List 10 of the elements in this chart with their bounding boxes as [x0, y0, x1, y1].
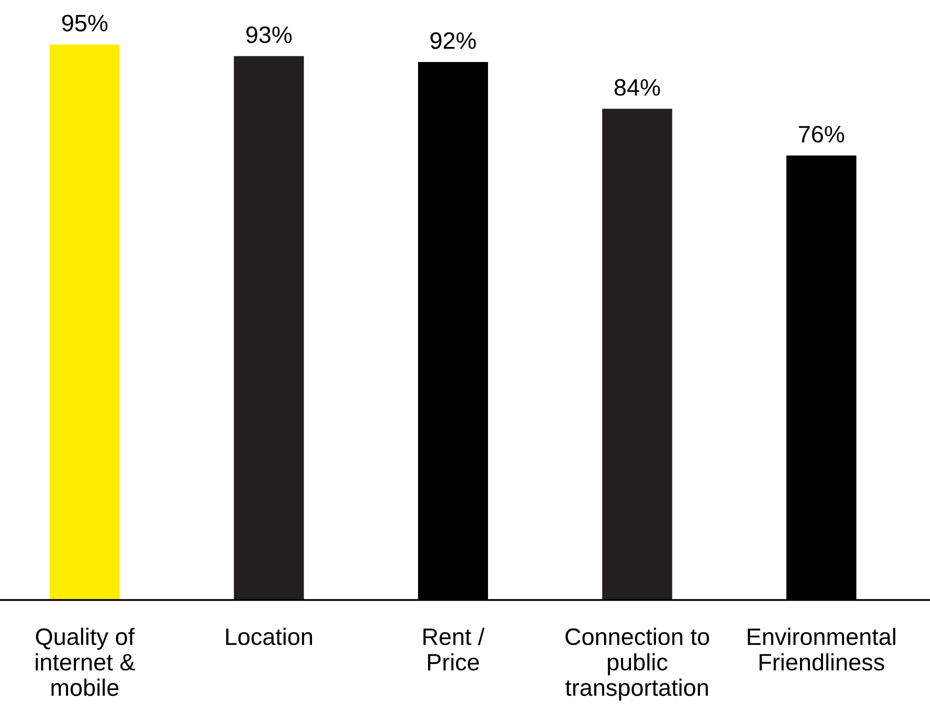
x-tick-label: Quality of internet & mobile [36, 628, 135, 696]
x-tick-label: Environmental Friendliness [748, 628, 896, 671]
data-label: 92% [430, 32, 476, 49]
data-label: 84% [614, 79, 660, 96]
x-tick-label: Location [226, 628, 312, 646]
data-label: 76% [798, 126, 844, 143]
x-tick-label: Connection to public transportation [565, 628, 710, 701]
data-label: 93% [246, 26, 292, 44]
data-label: 95% [62, 14, 108, 32]
x-tick-label: Rent / Price [423, 628, 485, 671]
